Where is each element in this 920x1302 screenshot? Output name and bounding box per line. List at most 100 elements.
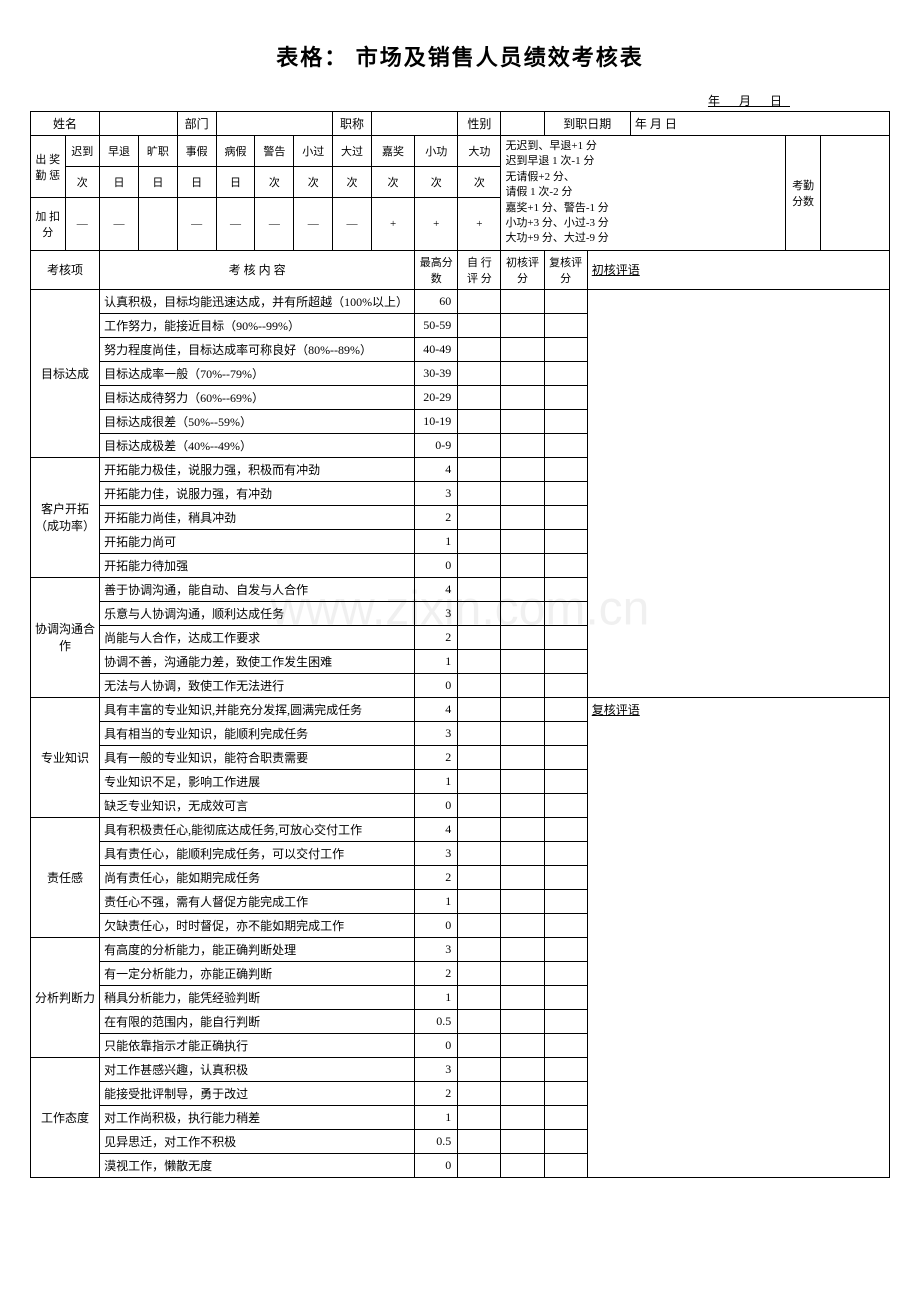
self-score-cell bbox=[458, 1081, 501, 1105]
second-score-cell bbox=[544, 937, 587, 961]
criteria-text: 有高度的分析能力，能正确判断处理 bbox=[100, 937, 415, 961]
second-score-cell bbox=[544, 841, 587, 865]
second-score-cell bbox=[544, 865, 587, 889]
second-score-cell bbox=[544, 697, 587, 721]
second-score-cell bbox=[544, 673, 587, 697]
section-name: 工作态度 bbox=[31, 1057, 100, 1177]
criteria-text: 漠视工作，懒散无度 bbox=[100, 1153, 415, 1177]
dept-label: 部门 bbox=[177, 112, 216, 136]
criteria-text: 尚有责任心，能如期完成任务 bbox=[100, 865, 415, 889]
self-score-cell bbox=[458, 505, 501, 529]
max-score: 0-9 bbox=[415, 433, 458, 457]
eval-header-row: 考核项 考 核 内 容 最高分数 自 行 评 分 初核评分 复核评分 初核评语 bbox=[31, 250, 890, 289]
first-score-cell bbox=[501, 337, 544, 361]
max-score: 0 bbox=[415, 793, 458, 817]
first-score-cell bbox=[501, 433, 544, 457]
second-score-cell bbox=[544, 433, 587, 457]
second-score-cell bbox=[544, 553, 587, 577]
max-score: 0 bbox=[415, 673, 458, 697]
self-score-cell bbox=[458, 817, 501, 841]
criteria-text: 对工作尚积极，执行能力稍差 bbox=[100, 1105, 415, 1129]
section-name: 专业知识 bbox=[31, 697, 100, 817]
max-score: 3 bbox=[415, 721, 458, 745]
second-score-cell bbox=[544, 505, 587, 529]
self-score-cell bbox=[458, 697, 501, 721]
self-score-cell bbox=[458, 1009, 501, 1033]
max-score: 1 bbox=[415, 889, 458, 913]
bonus-5: — bbox=[255, 198, 294, 251]
criteria-text: 开拓能力佳，说服力强，有冲劲 bbox=[100, 481, 415, 505]
criteria-text: 尚能与人合作，达成工作要求 bbox=[100, 625, 415, 649]
criteria-text: 只能依靠指示才能正确执行 bbox=[100, 1033, 415, 1057]
second-score-cell bbox=[544, 289, 587, 313]
max-score: 2 bbox=[415, 745, 458, 769]
table-row: 目标达成认真积极，目标均能迅速达成，并有所超越（100%以上）60 bbox=[31, 289, 890, 313]
date-line: 年 月 日 bbox=[30, 92, 890, 109]
second-comment-area: 复核评语 bbox=[587, 697, 889, 1177]
section-name: 分析判断力 bbox=[31, 937, 100, 1057]
self-score-cell bbox=[458, 985, 501, 1009]
criteria-text: 稍具分析能力，能凭经验判断 bbox=[100, 985, 415, 1009]
first-score-cell bbox=[501, 481, 544, 505]
max-score: 1 bbox=[415, 529, 458, 553]
bonus-2 bbox=[138, 198, 177, 251]
att-unit-4: 日 bbox=[216, 167, 255, 198]
first-score-cell bbox=[501, 625, 544, 649]
max-score: 2 bbox=[415, 961, 458, 985]
self-score-cell bbox=[458, 481, 501, 505]
max-score: 2 bbox=[415, 625, 458, 649]
second-score-cell bbox=[544, 529, 587, 553]
self-score-cell bbox=[458, 793, 501, 817]
title-value bbox=[371, 112, 457, 136]
criteria-text: 协调不善，沟通能力差，致使工作发生困难 bbox=[100, 649, 415, 673]
table-row: 专业知识具有丰富的专业知识,并能充分发挥,圆满完成任务4复核评语 bbox=[31, 697, 890, 721]
eval-max-label: 最高分数 bbox=[415, 250, 458, 289]
criteria-text: 对工作甚感兴趣，认真积极 bbox=[100, 1057, 415, 1081]
second-score-cell bbox=[544, 457, 587, 481]
self-score-cell bbox=[458, 361, 501, 385]
criteria-text: 开拓能力极佳，说服力强，积极而有冲劲 bbox=[100, 457, 415, 481]
criteria-text: 开拓能力尚佳，稍具冲劲 bbox=[100, 505, 415, 529]
first-score-cell bbox=[501, 961, 544, 985]
second-score-cell bbox=[544, 817, 587, 841]
max-score: 2 bbox=[415, 505, 458, 529]
self-score-cell bbox=[458, 1105, 501, 1129]
first-score-cell bbox=[501, 457, 544, 481]
max-score: 0.5 bbox=[415, 1009, 458, 1033]
self-score-cell bbox=[458, 457, 501, 481]
first-score-cell bbox=[501, 361, 544, 385]
criteria-text: 欠缺责任心，时时督促，亦不能如期完成工作 bbox=[100, 913, 415, 937]
hiredate-label: 到职日期 bbox=[544, 112, 630, 136]
att-col-8: 嘉奖 bbox=[371, 136, 414, 167]
bonus-6: — bbox=[294, 198, 333, 251]
self-score-cell bbox=[458, 889, 501, 913]
section-name: 责任感 bbox=[31, 817, 100, 937]
att-col-10: 大功 bbox=[458, 136, 501, 167]
max-score: 3 bbox=[415, 841, 458, 865]
att-unit-10: 次 bbox=[458, 167, 501, 198]
self-score-cell bbox=[458, 289, 501, 313]
first-score-cell bbox=[501, 649, 544, 673]
first-score-cell bbox=[501, 865, 544, 889]
max-score: 40-49 bbox=[415, 337, 458, 361]
second-score-cell bbox=[544, 1129, 587, 1153]
self-score-cell bbox=[458, 673, 501, 697]
name-value bbox=[100, 112, 178, 136]
criteria-text: 责任心不强，需有人督促方能完成工作 bbox=[100, 889, 415, 913]
attendance-score-value bbox=[820, 136, 889, 251]
max-score: 1 bbox=[415, 649, 458, 673]
self-score-cell bbox=[458, 769, 501, 793]
eval-first-label: 初核评分 bbox=[501, 250, 544, 289]
first-score-cell bbox=[501, 889, 544, 913]
first-score-cell bbox=[501, 769, 544, 793]
first-score-cell bbox=[501, 577, 544, 601]
bonus-7: — bbox=[333, 198, 372, 251]
self-score-cell bbox=[458, 1033, 501, 1057]
max-score: 1 bbox=[415, 1105, 458, 1129]
att-col-4: 病假 bbox=[216, 136, 255, 167]
max-score: 20-29 bbox=[415, 385, 458, 409]
first-score-cell bbox=[501, 913, 544, 937]
second-score-cell bbox=[544, 625, 587, 649]
second-score-cell bbox=[544, 577, 587, 601]
criteria-text: 见异思迁，对工作不积极 bbox=[100, 1129, 415, 1153]
